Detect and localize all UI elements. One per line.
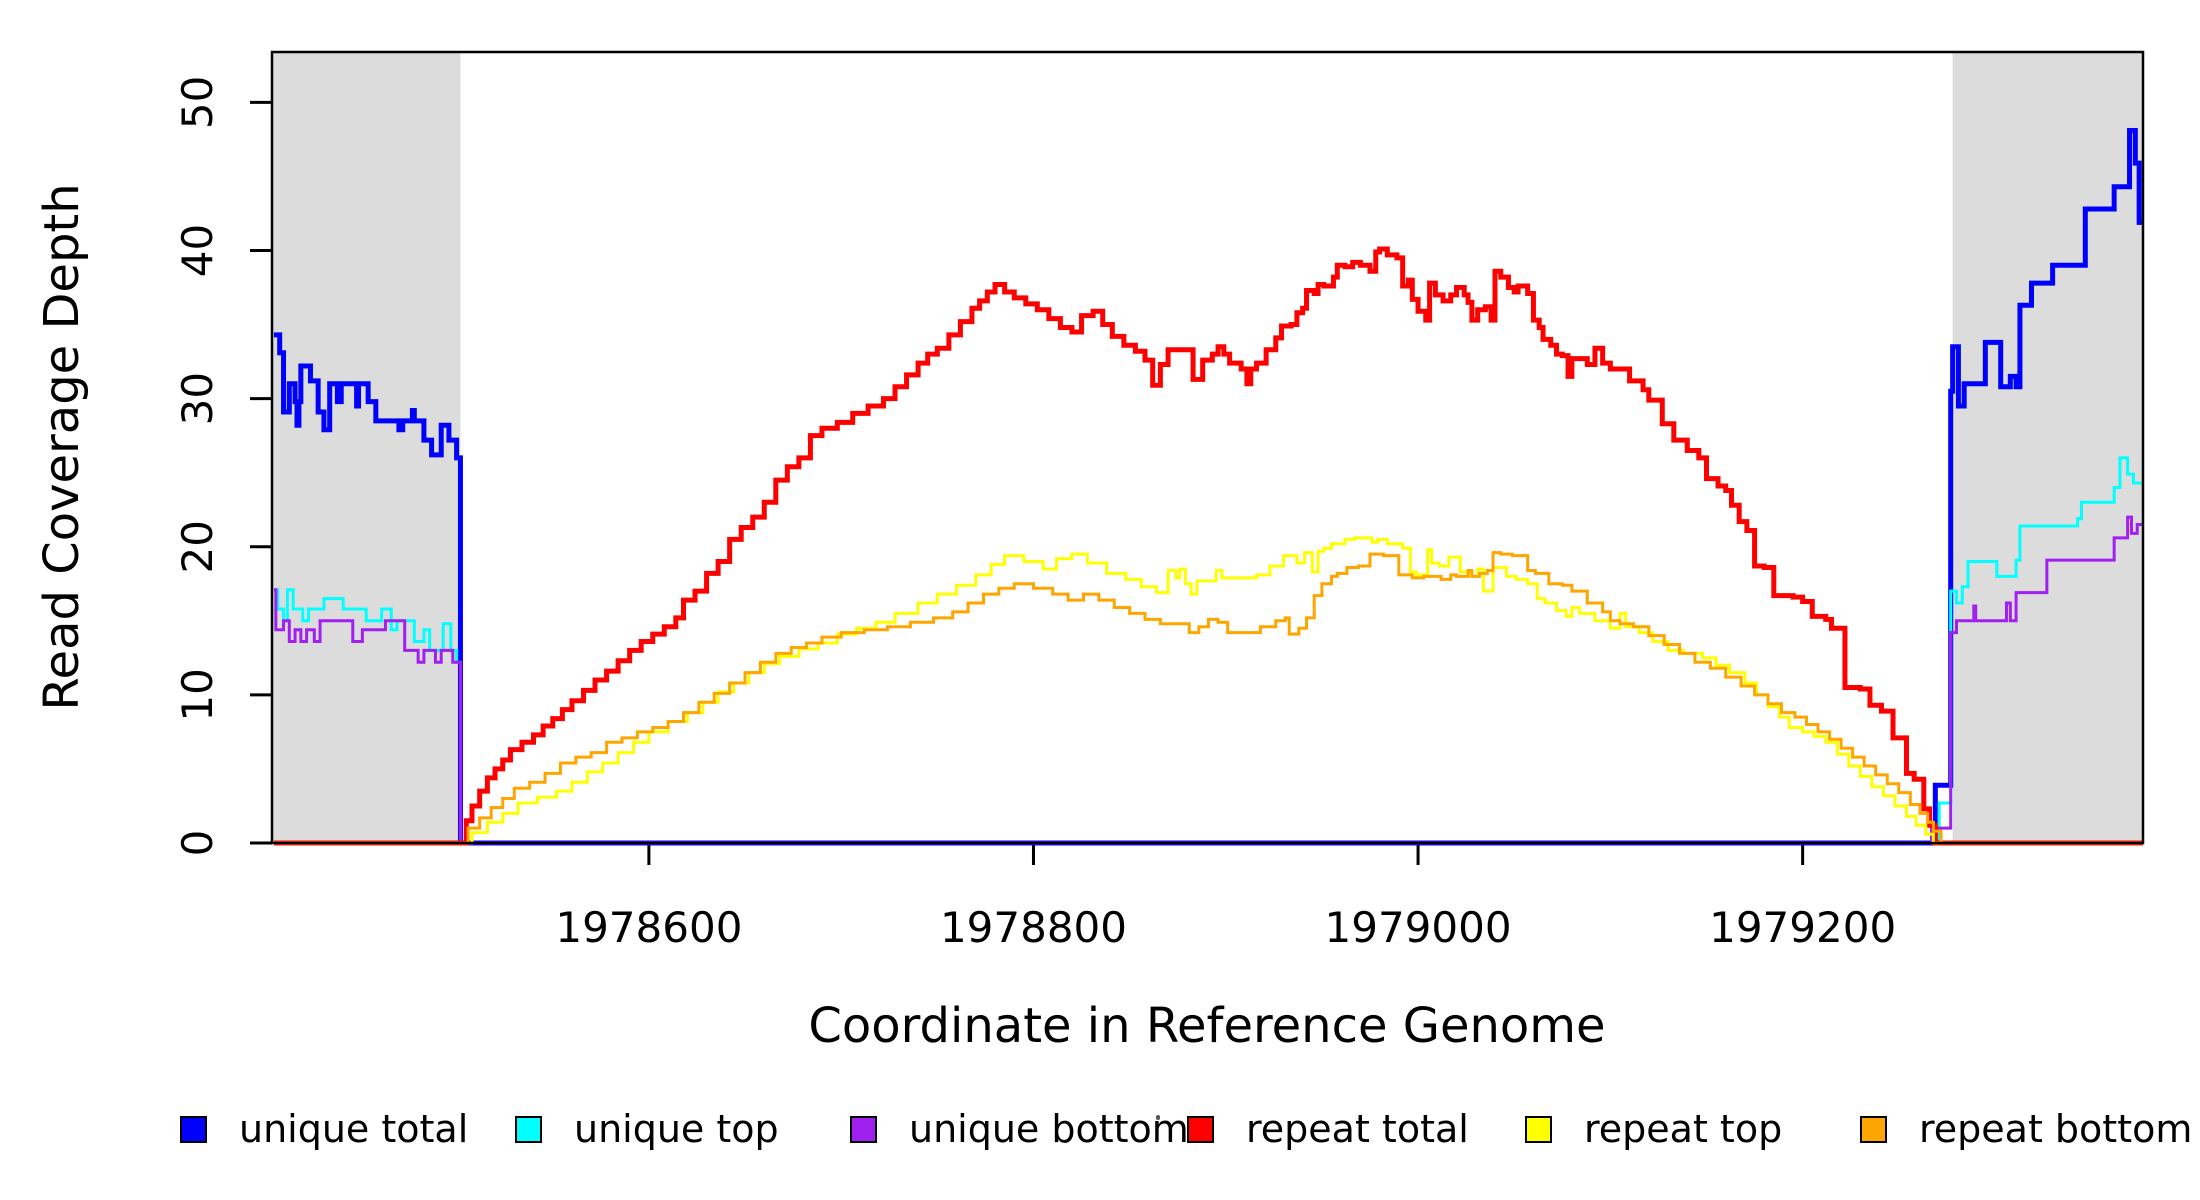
series-line-repeat-top (273, 536, 2143, 845)
y-tick-label: 30 (173, 372, 222, 425)
shaded-region-right (1952, 52, 2143, 843)
series-line-unique-top (273, 456, 2143, 845)
series-line-repeat-total (273, 246, 2143, 846)
legend-swatch (1525, 1115, 1552, 1143)
legend-item-repeat-total: repeat total (1187, 1106, 1469, 1152)
legend-item-unique-total: unique total (180, 1106, 468, 1152)
series-line-unique-total (273, 128, 2143, 846)
legend-item-repeat-top: repeat top (1525, 1106, 1782, 1152)
legend-label: unique top (574, 1107, 779, 1151)
legend-swatch (1187, 1115, 1214, 1143)
plot-border (270, 50, 2145, 845)
x-tick-label: 1979000 (1325, 903, 1512, 952)
shaded-region-left (272, 52, 461, 843)
x-tick-label: 1978600 (555, 903, 742, 952)
legend-swatch (1860, 1115, 1887, 1143)
series-line-unique-bottom (273, 515, 2143, 845)
legend-item-repeat-bottom: repeat bottom (1860, 1106, 2192, 1152)
series-line-repeat-bottom (273, 551, 2143, 845)
legend-label: unique bottom (909, 1107, 1189, 1151)
y-tick-label: 10 (173, 668, 222, 721)
data-series-layer (273, 128, 2143, 846)
y-tick-label: 50 (173, 76, 222, 129)
axis-ticks-layer: 1978600 1978800 1979000 1979200 0 10 20 30 40 50 (173, 76, 1896, 952)
legend-swatch (515, 1115, 542, 1143)
y-tick-label: 20 (173, 520, 222, 573)
x-tick-label: 1979200 (1709, 903, 1896, 952)
x-axis-title: Coordinate in Reference Genome (808, 998, 1605, 1054)
legend-item-unique-bottom: unique bottom (850, 1106, 1189, 1152)
legend-swatch (180, 1115, 207, 1143)
legend-label: repeat bottom (1919, 1107, 2193, 1151)
shaded-regions-layer (272, 52, 2143, 843)
x-tick-label: 1978800 (940, 903, 1127, 952)
legend-item-unique-top: unique top (515, 1106, 779, 1152)
legend-label: unique total (239, 1107, 469, 1151)
legend-label: repeat top (1584, 1107, 1783, 1151)
y-tick-label: 0 (173, 830, 222, 857)
legend: unique total unique top unique bottom repea… (0, 1106, 2200, 1166)
stray-dot-artifact (1156, 1115, 1160, 1120)
legend-swatch (850, 1115, 877, 1143)
y-tick-label: 40 (173, 224, 222, 277)
y-axis-title: Read Coverage Depth (34, 183, 90, 710)
legend-label: repeat total (1246, 1107, 1469, 1151)
